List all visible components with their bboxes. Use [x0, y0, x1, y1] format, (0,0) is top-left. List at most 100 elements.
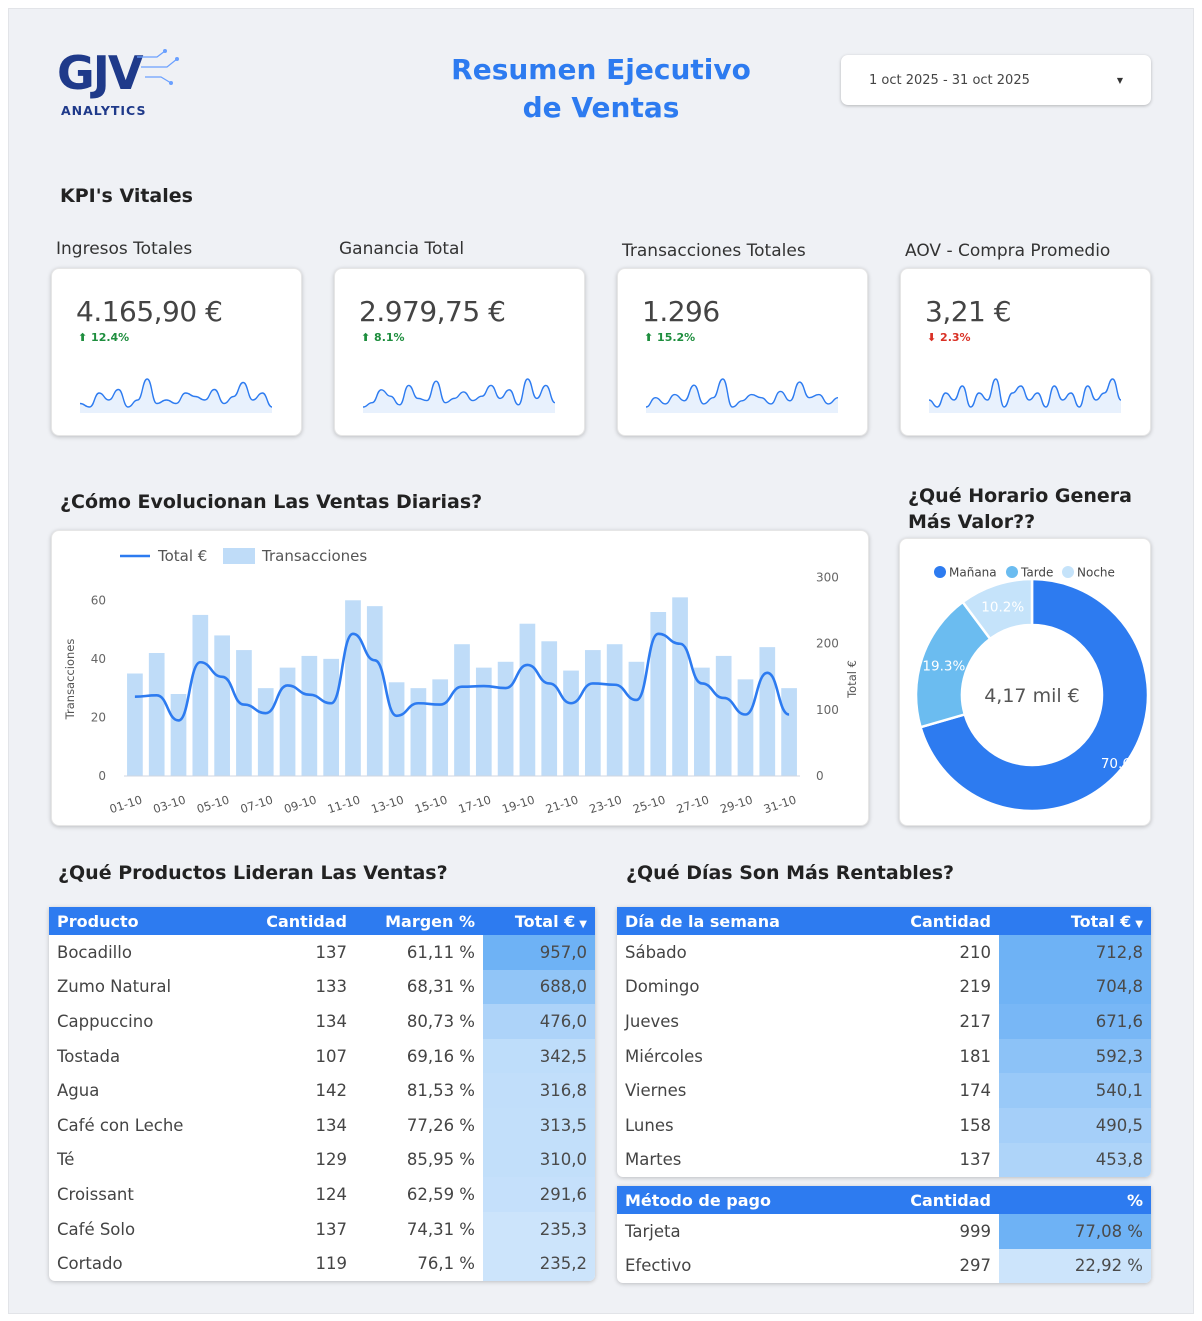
column-header-producto[interactable]: Producto [49, 907, 239, 935]
arrow-up-icon: ⬆ [78, 331, 92, 344]
product-name: Tostada [57, 1046, 121, 1066]
table-row[interactable]: Cappuccino 134 80,73 % 476,0 [49, 1004, 595, 1039]
product-margin: 76,1 % [417, 1254, 475, 1274]
donut-center-label: 4,17 mil € [984, 685, 1080, 707]
table-row[interactable]: Cortado 119 76,1 % 235,2 [49, 1246, 595, 1281]
product-total: 313,5 [483, 1107, 595, 1143]
table-row[interactable]: Lunes 158 490,5 [617, 1107, 1151, 1143]
bar-transactions [759, 647, 776, 776]
day-total: 453,8 [999, 1142, 1151, 1178]
days-table-header: Día de la semana Cantidad Total € ▼ [617, 907, 1151, 935]
product-name: Café con Leche [57, 1115, 184, 1135]
x-tick-label: 01-10 [108, 793, 144, 817]
column-header-dia[interactable]: Día de la semana [617, 907, 847, 935]
bar-transactions [323, 658, 340, 776]
x-tick-label: 13-10 [369, 793, 405, 817]
donut-slice [918, 577, 1150, 813]
arrow-up-icon: ⬆ [361, 331, 375, 344]
kpi-value: 4.165,90 € [76, 295, 223, 328]
table-row[interactable]: Café con Leche 134 77,26 % 313,5 [49, 1107, 595, 1143]
column-header-porcentaje[interactable]: % [999, 1186, 1151, 1214]
x-tick-label: 19-10 [500, 793, 536, 817]
payment-quantity: 297 [959, 1256, 992, 1276]
product-total: 476,0 [483, 1004, 595, 1039]
product-name: Zumo Natural [57, 977, 172, 997]
table-row[interactable]: Viernes 174 540,1 [617, 1073, 1151, 1108]
day-name: Domingo [625, 977, 700, 997]
table-row[interactable]: Té 129 85,95 % 310,0 [49, 1142, 595, 1178]
legend-label-total: Total € [157, 547, 207, 565]
y-tick-label: 20 [91, 710, 106, 724]
column-header-cantidad[interactable]: Cantidad [847, 1186, 999, 1214]
sort-desc-icon: ▼ [579, 918, 587, 930]
products-section-title: ¿Qué Productos Lideran Las Ventas? [58, 862, 448, 884]
dashboard-page: GJV ANALYTICS Resumen Ejecutivo de Venta… [8, 8, 1194, 1314]
column-header-cantidad[interactable]: Cantidad [239, 907, 355, 935]
table-row[interactable]: Jueves 217 671,6 [617, 1004, 1151, 1039]
bar-transactions [432, 679, 449, 776]
sort-desc-icon: ▼ [1135, 918, 1143, 930]
payment-percentage: 77,08 % [999, 1214, 1151, 1249]
date-range-select[interactable]: 1 oct 2025 - 31 oct 2025 ▼ [841, 55, 1151, 105]
product-name: Agua [57, 1081, 100, 1101]
product-quantity: 142 [315, 1081, 348, 1101]
column-header-cantidad[interactable]: Cantidad [847, 907, 999, 935]
circuit-icon [137, 49, 179, 85]
kpi-label: AOV - Compra Promedio [905, 241, 1111, 261]
y-tick-label: 60 [91, 593, 106, 607]
legend-dot [1006, 566, 1018, 578]
table-row[interactable]: Tarjeta 999 77,08 % [617, 1214, 1151, 1249]
table-row[interactable]: Zumo Natural 133 68,31 % 688,0 [49, 969, 595, 1005]
bar-transactions [606, 644, 623, 776]
line-total [134, 632, 790, 722]
table-row[interactable]: Miércoles 181 592,3 [617, 1038, 1151, 1074]
kpi-sparkline [79, 378, 273, 413]
dropdown-caret-icon: ▼ [1116, 75, 1123, 85]
column-header-metodo[interactable]: Método de pago [617, 1186, 847, 1214]
days-table: Día de la semana Cantidad Total € ▼ Sábad… [617, 907, 1151, 1178]
bar-transactions [454, 644, 470, 776]
products-table-header: Producto Cantidad Margen % Total € ▼ [49, 907, 595, 935]
table-row[interactable]: Efectivo 297 22,92 % [617, 1248, 1151, 1284]
table-row[interactable]: Agua 142 81,53 % 316,8 [49, 1073, 595, 1108]
kpi-sparkline [362, 378, 556, 413]
table-row[interactable]: Bocadillo 137 61,11 % 957,0 [49, 935, 595, 970]
kpi-value: 3,21 € [925, 295, 1012, 328]
day-name: Jueves [625, 1011, 679, 1031]
kpi-card: 4.165,90 € ⬆ 12.4% [51, 268, 302, 436]
product-margin: 85,95 % [406, 1150, 475, 1170]
table-row[interactable]: Tostada 107 69,16 % 342,5 [49, 1038, 595, 1074]
column-header-total[interactable]: Total € ▼ [999, 907, 1151, 935]
table-row[interactable]: Croissant 124 62,59 % 291,6 [49, 1177, 595, 1212]
bar-transactions [584, 650, 601, 776]
payment-quantity: 999 [959, 1221, 992, 1241]
kpi-sparkline-line [645, 378, 839, 408]
kpi-sparkline-area [929, 379, 1121, 413]
table-row[interactable]: Café Solo 137 74,31 % 235,3 [49, 1211, 595, 1247]
schedule-donut-card: Mañana Tarde Noche 70.6% 19.3% 10.2% 4,17 mil … [899, 538, 1151, 826]
kpi-delta-value: 12.4% [91, 331, 130, 344]
product-margin: 74,31 % [406, 1219, 475, 1239]
product-total: 316,8 [483, 1073, 595, 1108]
day-quantity: 158 [959, 1115, 992, 1135]
date-range-value: 1 oct 2025 - 31 oct 2025 [869, 72, 1030, 88]
table-row[interactable]: Domingo 219 704,8 [617, 969, 1151, 1005]
table-row[interactable]: Sábado 210 712,8 [617, 935, 1151, 970]
y-axis-title: Transacciones [63, 639, 77, 721]
product-margin: 81,53 % [406, 1081, 475, 1101]
column-header-total[interactable]: Total € ▼ [483, 907, 595, 935]
arrow-up-icon: ⬆ [644, 331, 658, 344]
kpi-value: 1.296 [642, 295, 720, 328]
y2-tick-label: 100 [816, 703, 839, 717]
y-tick-label: 40 [91, 652, 106, 666]
legend-label: Noche [1077, 566, 1115, 580]
bar-transactions [628, 661, 645, 776]
schedule-title-line2: Más Valor?? [908, 511, 1036, 533]
column-header-margen[interactable]: Margen % [355, 907, 483, 935]
table-row[interactable]: Martes 137 453,8 [617, 1142, 1151, 1178]
donut-legend: Mañana Tarde Noche [934, 566, 1115, 580]
x-tick-label: 17-10 [457, 793, 493, 817]
kpi-sparkline-line [928, 378, 1122, 408]
day-name: Sábado [625, 942, 687, 962]
x-tick-label: 07-10 [239, 793, 275, 817]
